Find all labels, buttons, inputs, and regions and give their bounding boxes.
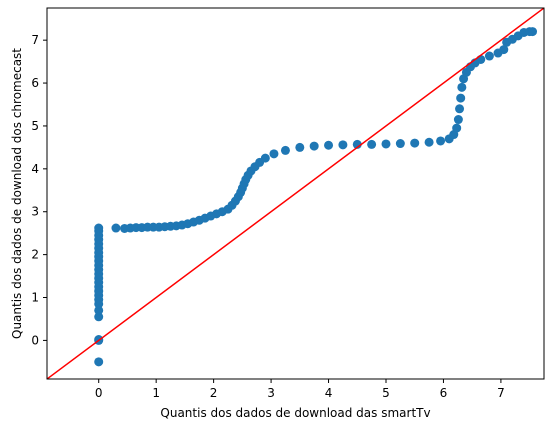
x-axis-ticks: 0 1 2 3 4 5 6 7 [95,379,505,400]
data-point [424,137,434,147]
data-point [452,123,462,133]
data-point [455,104,465,114]
data-point [395,139,405,149]
x-tick-label: 7 [497,386,505,400]
plot-frame [46,7,545,380]
y-tick-label: 4 [31,162,39,176]
x-tick-label: 3 [267,386,275,400]
y-axis-label: Quantis dos dados de download dos chrome… [10,48,24,339]
data-point [456,93,466,103]
x-tick-label: 4 [325,386,333,400]
data-point [94,312,104,322]
y-tick-label: 1 [31,291,39,305]
data-point [269,149,279,159]
data-point [260,153,270,163]
y-tick-label: 6 [31,76,39,90]
x-tick-label: 6 [440,386,448,400]
data-point [94,223,104,233]
data-point [338,140,348,150]
x-axis-label: Quantis dos dados de download das smartT… [160,406,430,420]
data-point [410,138,420,148]
reference-line [47,8,544,379]
data-point [436,136,446,146]
reference-line-layer [47,8,544,379]
data-point [280,145,290,155]
x-tick-label: 2 [210,386,218,400]
data-point [476,54,486,64]
y-tick-label: 0 [31,333,39,347]
data-point [499,45,509,55]
data-point [453,115,463,125]
data-point [94,305,104,315]
x-tick-label: 5 [382,386,390,400]
y-tick-label: 7 [31,33,39,47]
y-tick-label: 5 [31,119,39,133]
data-point [484,51,494,61]
data-point [381,139,391,149]
data-point [367,139,377,149]
data-point [324,140,334,150]
y-axis-ticks: 0 1 2 3 4 5 6 7 [31,33,47,347]
data-point [295,142,305,152]
data-point [457,82,467,92]
data-point [528,27,538,37]
y-tick-label: 2 [31,248,39,262]
data-point [309,141,319,151]
x-tick-label: 0 [95,386,103,400]
data-point [111,223,121,233]
y-tick-label: 3 [31,205,39,219]
points-layer [94,27,538,367]
x-tick-label: 1 [152,386,160,400]
data-point [94,357,104,367]
